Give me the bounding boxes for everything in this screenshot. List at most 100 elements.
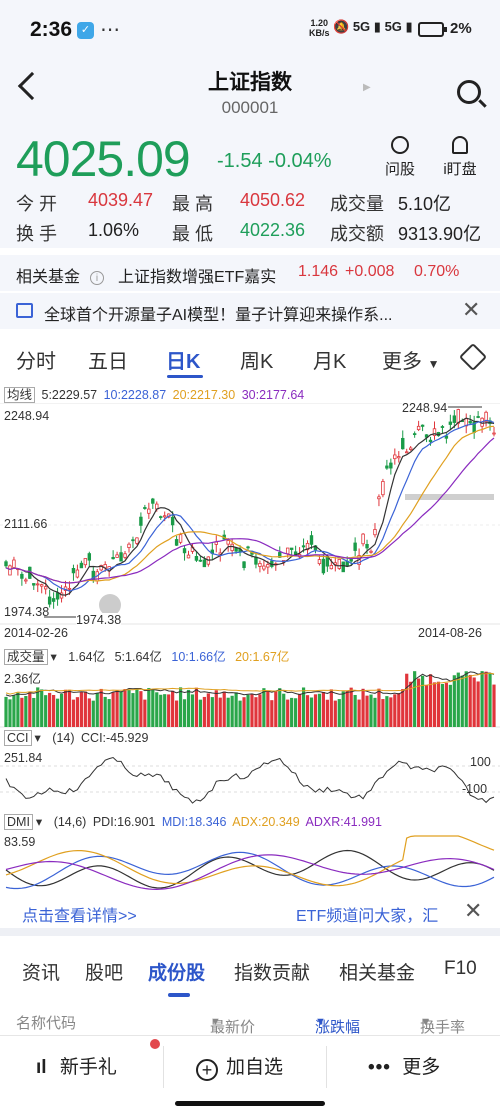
- volume-bar: [151, 689, 155, 727]
- volume-bar: [135, 689, 139, 727]
- candle-body: [182, 548, 187, 554]
- etf-channel-link[interactable]: ETF频道问大家，汇: [296, 908, 439, 925]
- volume-bar: [393, 694, 397, 727]
- candle-body: [115, 554, 119, 558]
- volume-bar: [278, 688, 282, 727]
- candle-body: [234, 547, 238, 552]
- candle-body: [83, 558, 88, 566]
- dmi-chart[interactable]: [0, 832, 500, 892]
- candle-body: [246, 546, 250, 549]
- candle-body: [32, 583, 36, 586]
- volume-bar: [16, 692, 20, 727]
- tab-weekly-k[interactable]: 周K: [240, 351, 274, 373]
- volume-bar: [226, 697, 230, 727]
- chart-settings-icon[interactable]: [458, 342, 488, 372]
- volume-bar: [341, 691, 345, 727]
- cci-line: [5, 756, 495, 804]
- notification-dot: [150, 1039, 160, 1049]
- volume-bar: [202, 696, 206, 727]
- candle-body: [440, 426, 445, 428]
- tab-intraday[interactable]: 分时: [16, 351, 56, 373]
- candle-body: [47, 596, 52, 605]
- related-fund-row[interactable]: 相关基金 i 上证指数增强ETF嘉实 1.146 +0.008 0.70%: [0, 255, 500, 291]
- tab-news[interactable]: 资讯: [22, 963, 61, 984]
- dmi-ymax-label: 83.59: [4, 835, 36, 849]
- tab-related-funds[interactable]: 相关基金: [339, 963, 416, 984]
- tab-index-contribution[interactable]: 指数贡献: [234, 963, 311, 984]
- volume-bar: [420, 675, 425, 727]
- status-time: 2:36: [30, 18, 73, 41]
- tab-more[interactable]: 更多 ▼: [382, 351, 440, 373]
- volume-bar: [75, 697, 80, 727]
- section-divider: [0, 928, 500, 936]
- candle-body: [301, 545, 306, 548]
- volume-bar: [413, 671, 417, 727]
- col-name[interactable]: 名称代码: [16, 1015, 77, 1032]
- watch-button[interactable]: i盯盘: [438, 136, 482, 179]
- volume-bar: [286, 699, 290, 727]
- more-button[interactable]: ••• 更多: [368, 1057, 441, 1078]
- more-dots-icon: •••: [368, 1057, 391, 1078]
- cci-ymax-label: 251.84: [4, 751, 43, 765]
- candle-body: [43, 586, 48, 590]
- volume-bar: [274, 691, 278, 727]
- volume-bar: [119, 691, 123, 727]
- tab-monthly-k[interactable]: 月K: [313, 351, 347, 373]
- signal-bars-icon-2: ▮: [405, 19, 413, 34]
- message-icon: [16, 303, 33, 318]
- add-watchlist-button[interactable]: + 加自选: [196, 1052, 283, 1081]
- close-icon[interactable]: ✕: [462, 297, 481, 322]
- search-icon[interactable]: [457, 80, 481, 104]
- stock-code: 000001: [221, 98, 279, 117]
- volume-bar: [484, 671, 488, 727]
- candlestick-chart[interactable]: [0, 403, 500, 625]
- tab-forum[interactable]: 股吧: [85, 963, 124, 984]
- ask-stock-button[interactable]: 问股: [382, 136, 418, 179]
- info-icon[interactable]: i: [90, 271, 104, 285]
- candle-body: [4, 561, 8, 567]
- tab-daily-k[interactable]: 日K: [166, 351, 201, 373]
- signal-bars-icon: ▮: [373, 19, 381, 34]
- candle-body: [75, 569, 80, 578]
- candle-body: [420, 424, 425, 427]
- new-user-gift-button[interactable]: ıl 新手礼: [36, 1057, 117, 1078]
- page-title: 上证指数: [208, 71, 292, 94]
- close-icon[interactable]: ✕: [464, 898, 483, 923]
- quote-label: 成交额: [330, 224, 384, 244]
- volume-bar: [456, 672, 460, 727]
- candle-body: [79, 562, 84, 569]
- next-stock-arrow-icon[interactable]: ▶: [363, 82, 371, 93]
- news-text[interactable]: 全球首个开源量子AI模型！量子计算迎来操作系...: [44, 307, 393, 324]
- ma-label: 均线: [4, 387, 36, 403]
- quote-value: 4022.36: [240, 220, 306, 240]
- candle-body: [309, 535, 314, 545]
- tab-constituents[interactable]: 成份股: [148, 963, 206, 984]
- news-ticker[interactable]: 全球首个开源量子AI模型！量子计算迎来操作系... ✕: [0, 293, 500, 329]
- volume-bar: [424, 684, 429, 727]
- dmi-line-1: [5, 851, 495, 890]
- candle-body: [20, 573, 24, 579]
- volume-bar: [107, 699, 111, 727]
- volume-bar: [143, 699, 147, 727]
- volume-bar: [182, 699, 187, 727]
- volume-bar: [329, 689, 333, 727]
- volume-bar: [452, 675, 456, 727]
- volume-bar: [369, 694, 373, 727]
- volume-bar: [305, 695, 310, 727]
- volume-bar: [131, 693, 135, 727]
- dmi-line-0: [5, 849, 495, 889]
- volume-bar: [488, 673, 492, 727]
- tab-five-day[interactable]: 五日: [88, 351, 128, 373]
- cci-ref-lower: -100: [462, 782, 488, 796]
- cci-chart[interactable]: [0, 748, 500, 810]
- candle-body: [170, 516, 175, 526]
- view-details-link[interactable]: 点击查看详情>>: [22, 908, 137, 925]
- ma20-value: 20:2217.30: [172, 388, 236, 402]
- ma5-line: [5, 417, 495, 596]
- volume-bar: [365, 695, 369, 727]
- volume-bar: [167, 694, 171, 727]
- tab-f10[interactable]: F10: [444, 958, 477, 979]
- volume-chart[interactable]: [0, 664, 500, 728]
- kchart-low-annotation: 1974.38: [76, 613, 122, 627]
- volume-bar: [444, 682, 448, 727]
